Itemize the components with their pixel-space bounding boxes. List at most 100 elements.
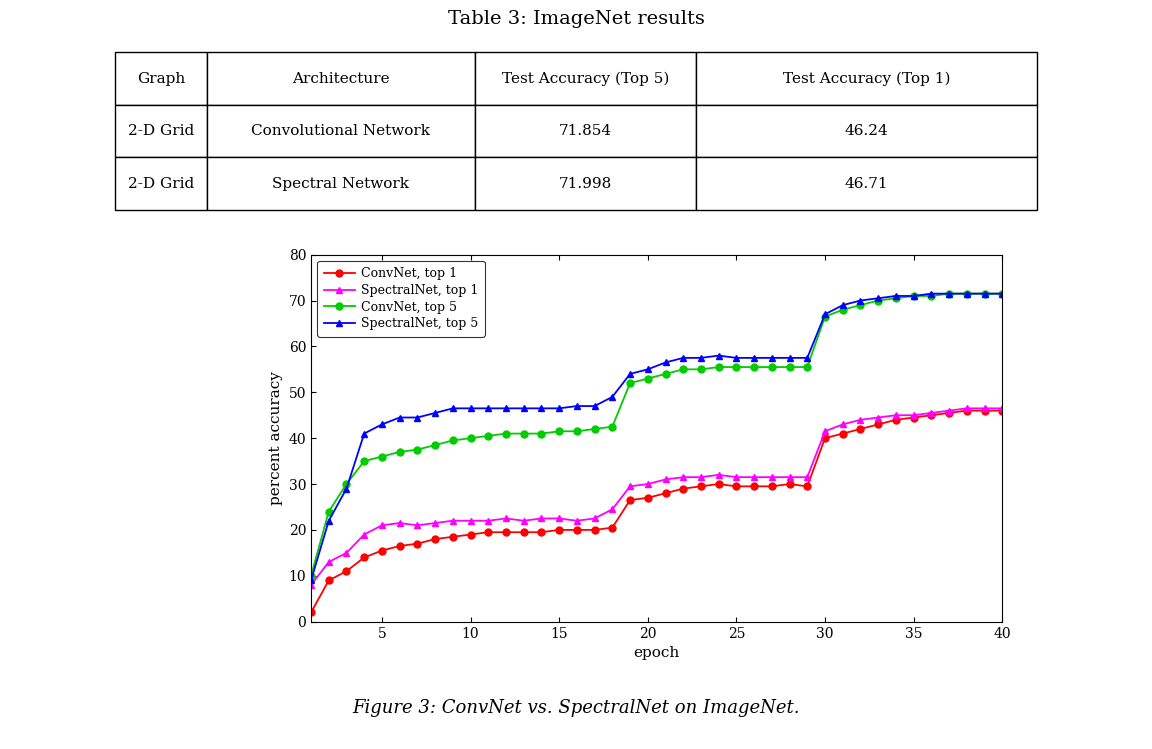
Text: Table 3: ImageNet results: Table 3: ImageNet results [448,10,704,28]
SpectralNet, top 1 [694,473,707,482]
SpectralNet, top 5 [570,401,584,410]
ConvNet, top 5 [801,363,814,372]
SpectralNet, top 1 [729,473,743,482]
SpectralNet, top 5 [357,429,371,438]
X-axis label: epoch: epoch [634,646,680,660]
ConvNet, top 1 [410,539,424,548]
ConvNet, top 1 [393,542,407,551]
SpectralNet, top 1 [659,475,673,484]
Text: Test Accuracy (Top 1): Test Accuracy (Top 1) [782,71,950,86]
Text: Architecture: Architecture [293,72,389,85]
ConvNet, top 5 [606,422,620,431]
ConvNet, top 5 [978,289,992,298]
SpectralNet, top 1 [429,518,442,527]
Y-axis label: percent accuracy: percent accuracy [270,372,283,505]
SpectralNet, top 5 [782,354,796,363]
ConvNet, top 1 [978,406,992,415]
ConvNet, top 1 [836,429,850,438]
SpectralNet, top 5 [659,358,673,367]
ConvNet, top 1 [960,406,973,415]
SpectralNet, top 5 [729,354,743,363]
SpectralNet, top 5 [907,291,920,300]
SpectralNet, top 1 [304,580,318,589]
SpectralNet, top 5 [552,404,566,413]
SpectralNet, top 5 [889,291,903,300]
SpectralNet, top 5 [623,369,637,378]
FancyBboxPatch shape [207,105,475,157]
ConvNet, top 5 [765,363,779,372]
SpectralNet, top 1 [854,415,867,424]
ConvNet, top 5 [836,306,850,315]
ConvNet, top 1 [765,482,779,491]
SpectralNet, top 1 [410,521,424,530]
SpectralNet, top 1 [446,516,460,525]
SpectralNet, top 1 [357,530,371,539]
ConvNet, top 1 [606,523,620,532]
ConvNet, top 5 [924,291,938,300]
ConvNet, top 1 [517,528,531,537]
SpectralNet, top 1 [765,473,779,482]
SpectralNet, top 5 [304,576,318,585]
FancyBboxPatch shape [696,157,1037,210]
ConvNet, top 5 [482,431,495,440]
ConvNet, top 5 [712,363,726,372]
ConvNet, top 1 [641,494,654,503]
FancyBboxPatch shape [696,52,1037,105]
SpectralNet, top 5 [535,404,548,413]
SpectralNet, top 5 [801,354,814,363]
SpectralNet, top 5 [321,516,335,525]
ConvNet, top 5 [376,452,389,461]
SpectralNet, top 5 [463,404,477,413]
ConvNet, top 5 [960,289,973,298]
ConvNet, top 1 [357,553,371,562]
ConvNet, top 1 [818,434,832,443]
SpectralNet, top 1 [570,516,584,525]
ConvNet, top 5 [907,291,920,300]
Text: Test Accuracy (Top 5): Test Accuracy (Top 5) [501,71,669,86]
SpectralNet, top 5 [942,289,956,298]
Text: Graph: Graph [137,72,185,85]
FancyBboxPatch shape [207,52,475,105]
SpectralNet, top 5 [818,310,832,319]
SpectralNet, top 1 [818,427,832,436]
ConvNet, top 1 [889,415,903,424]
ConvNet, top 5 [641,374,654,383]
SpectralNet, top 1 [801,473,814,482]
ConvNet, top 1 [499,528,513,537]
SpectralNet, top 5 [836,300,850,309]
FancyBboxPatch shape [115,105,207,157]
SpectralNet, top 1 [623,482,637,491]
ConvNet, top 5 [676,365,690,374]
ConvNet, top 5 [570,427,584,436]
Text: 2-D Grid: 2-D Grid [128,124,195,138]
Legend: ConvNet, top 1, SpectralNet, top 1, ConvNet, top 5, SpectralNet, top 5: ConvNet, top 1, SpectralNet, top 1, Conv… [317,261,485,336]
SpectralNet, top 5 [429,408,442,417]
Text: 46.71: 46.71 [844,177,888,190]
SpectralNet, top 5 [748,354,761,363]
SpectralNet, top 1 [588,514,601,523]
ConvNet, top 1 [907,413,920,422]
SpectralNet, top 5 [676,354,690,363]
SpectralNet, top 5 [924,289,938,298]
ConvNet, top 5 [623,379,637,388]
ConvNet, top 5 [552,427,566,436]
SpectralNet, top 1 [889,410,903,419]
ConvNet, top 1 [321,576,335,585]
SpectralNet, top 1 [782,473,796,482]
Text: Convolutional Network: Convolutional Network [251,124,431,138]
FancyBboxPatch shape [207,157,475,210]
ConvNet, top 1 [588,526,601,535]
Text: 46.24: 46.24 [844,124,888,138]
ConvNet, top 5 [659,369,673,378]
SpectralNet, top 1 [995,404,1009,413]
ConvNet, top 1 [570,526,584,535]
SpectralNet, top 5 [606,392,620,401]
ConvNet, top 1 [712,479,726,488]
ConvNet, top 1 [446,533,460,542]
SpectralNet, top 1 [960,404,973,413]
ConvNet, top 1 [942,408,956,417]
ConvNet, top 1 [995,406,1009,415]
SpectralNet, top 5 [765,354,779,363]
SpectralNet, top 1 [535,514,548,523]
ConvNet, top 1 [659,489,673,498]
